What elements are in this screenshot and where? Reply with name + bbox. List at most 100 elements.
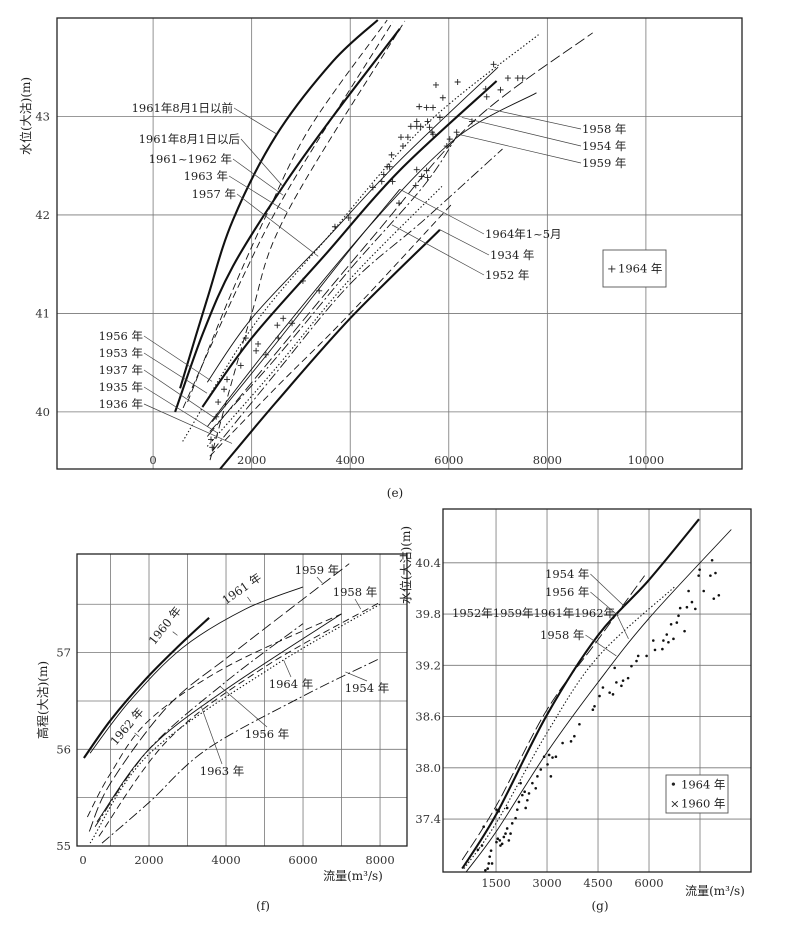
x-tick-label: 2000: [134, 853, 163, 867]
scatter-point-1964: [495, 840, 498, 844]
legend: +1964 年: [602, 249, 667, 288]
series-line-1954年: [206, 32, 593, 437]
scatter-point-1964: [712, 597, 716, 600]
scatter-point-1964: [345, 214, 352, 221]
scatter-point-1964: [331, 223, 338, 230]
series-line-1961年8月1日以前: [179, 19, 379, 389]
scatter-point-1964: [378, 178, 385, 185]
legend: • 1964 年× 1960 年: [665, 774, 729, 814]
scatter-point-1964: [423, 167, 430, 174]
scatter-point-1964: [698, 568, 701, 571]
curve-label: 1957 年: [192, 187, 236, 201]
scatter-point-1964: [397, 134, 404, 141]
scatter-point-1964: [424, 118, 431, 125]
curve-label: 1936 年: [99, 397, 143, 411]
scatter-point-1964: [497, 86, 504, 93]
scatter-point-1964: [526, 798, 529, 802]
series-line-1964年1~5月: [211, 189, 401, 422]
curve-label: 1954 年: [345, 681, 389, 695]
scatter-point-1964: [430, 131, 437, 138]
x-tick-label: 0: [149, 453, 156, 467]
scatter-point-1964: [549, 775, 553, 778]
x-tick-label: 8000: [365, 853, 394, 867]
scatter-point-1964: [709, 574, 712, 577]
x-tick-label: 4500: [583, 876, 612, 890]
label-leader-line: [590, 573, 625, 607]
scatter-point-1964: [662, 639, 665, 642]
label-leader-line: [143, 369, 214, 418]
scatter-point-1964: [620, 684, 623, 688]
scatter-point-1964: [534, 786, 538, 790]
curve-label: 1964年1~5月: [485, 227, 562, 241]
curve-label: 1958 年: [582, 122, 626, 136]
curve-label: 1954 年: [545, 567, 589, 581]
series-line-1960年: [83, 617, 210, 759]
scatter-point-1964: [502, 835, 506, 839]
scatter-point-1964: [573, 734, 576, 738]
scatter-point-1964: [685, 605, 689, 609]
scatter-point-1964: [489, 849, 493, 852]
scatter-point-1964: [578, 722, 581, 726]
series-line-1964年: [89, 603, 381, 844]
plot-frame: [56, 17, 743, 470]
label-leader-line: [143, 386, 218, 433]
scatter-point-1964: [677, 614, 680, 618]
label-leader-line: [200, 705, 223, 765]
scatter-point-1964: [593, 705, 596, 708]
series-line-1954年: [101, 657, 381, 844]
y-tick-label: 43: [35, 109, 50, 123]
scatter-point-1964: [369, 184, 376, 191]
scatter-point-1964: [514, 816, 517, 820]
label-leader-line: [236, 193, 319, 257]
scatter-point-1964: [215, 399, 222, 406]
curve-label: 1964 年: [269, 677, 313, 691]
series-line-1958年: [463, 586, 676, 869]
scatter-point-1964: [690, 600, 694, 604]
scatter-point-1964: [208, 436, 215, 443]
scatter-point-1964: [554, 755, 558, 758]
scatter-point-1964: [678, 606, 682, 610]
scatter-point-1964: [446, 136, 453, 143]
series-line-1962年: [87, 613, 342, 818]
scatter-point-1964: [714, 571, 717, 575]
y-tick-label: 38.6: [415, 710, 441, 724]
legend-label: 1964 年: [618, 262, 662, 276]
scatter-point-1964: [316, 287, 323, 294]
series-line-1956年: [461, 518, 700, 870]
curve-label: 1961年8月1日以后: [139, 132, 240, 146]
label-leader-line: [316, 576, 323, 584]
label-leader-line: [439, 229, 490, 256]
scatter-point-1964: [389, 178, 396, 185]
scatter-point-1964: [426, 124, 433, 131]
scatter-point-1964: [476, 848, 480, 852]
scatter-point-1964: [500, 842, 504, 846]
scatter-point-1964: [519, 75, 526, 82]
legend-box: [665, 774, 729, 814]
scatter-point-1964: [547, 753, 551, 757]
curve-label: 1958 年: [333, 585, 377, 599]
label-leader-line: [354, 598, 362, 610]
figure-caption: (e): [387, 486, 403, 500]
x-tick-label: 1500: [481, 876, 510, 890]
label-leader-line: [391, 224, 485, 276]
scatter-point-1964: [439, 94, 446, 101]
scatter-point-1964: [524, 806, 527, 810]
plot-frame: [442, 508, 752, 873]
label-leader-line: [172, 631, 178, 636]
y-tick-label: 42: [35, 208, 50, 222]
scatter-point-1964: [490, 61, 497, 68]
scatter-point-1964: [591, 708, 595, 712]
scatter-point-1964: [289, 320, 296, 327]
scatter-point-1964: [255, 340, 262, 347]
scatter-point-1964: [418, 173, 425, 180]
scatter-point-1964: [275, 335, 282, 342]
legend-box: [602, 249, 667, 288]
curve-label: 1963 年: [200, 764, 244, 778]
curve-label: 1962 年: [107, 705, 146, 748]
scatter-point-1964: [710, 558, 714, 562]
legend-label: 1964 年: [681, 778, 725, 792]
curve-label: 1956 年: [245, 727, 289, 741]
scatter-point-1964: [299, 277, 306, 284]
scatter-point-1964: [253, 347, 260, 354]
